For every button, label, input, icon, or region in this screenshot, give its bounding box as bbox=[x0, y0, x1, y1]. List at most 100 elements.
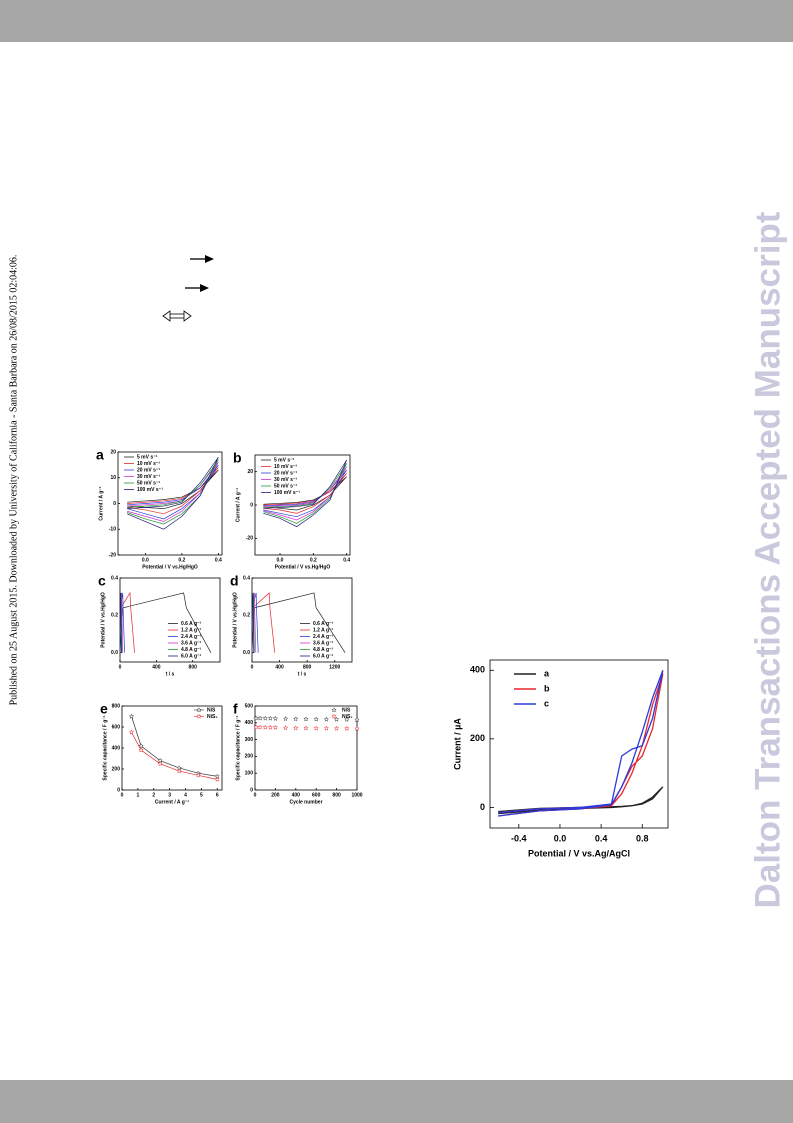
data-point bbox=[303, 716, 309, 722]
series-line bbox=[263, 469, 347, 518]
x-tick-label: 0.2 bbox=[178, 557, 185, 563]
legend-marker bbox=[331, 707, 337, 713]
y-tick-label: 0.2 bbox=[111, 613, 118, 619]
panel-letter: f bbox=[233, 701, 238, 717]
y-tick-label: 0 bbox=[113, 501, 116, 507]
panel-letter: e bbox=[100, 701, 108, 717]
legend-label: 0.6 A g⁻¹ bbox=[181, 621, 202, 627]
x-tick-label: 1200 bbox=[329, 664, 340, 670]
y-tick-label: 100 bbox=[245, 771, 254, 777]
footer-bar bbox=[0, 1080, 793, 1123]
x-tick-label: 1 bbox=[136, 792, 139, 798]
x-tick-label: 400 bbox=[275, 664, 284, 670]
x-tick-label: 600 bbox=[312, 792, 321, 798]
x-tick-label: 6 bbox=[216, 792, 219, 798]
series-line bbox=[131, 716, 218, 777]
panel-letter: b bbox=[233, 450, 242, 466]
data-point bbox=[138, 747, 144, 753]
data-point bbox=[282, 724, 289, 731]
x-tick-label: 800 bbox=[303, 664, 312, 670]
x-tick-label: 0.4 bbox=[215, 557, 222, 563]
x-tick-label: 0.0 bbox=[277, 557, 284, 563]
data-point bbox=[293, 716, 299, 722]
legend-label: 10 mV s⁻¹ bbox=[137, 461, 161, 467]
x-tick-label: 0.8 bbox=[636, 833, 649, 843]
series-line bbox=[119, 592, 122, 653]
data-point bbox=[257, 715, 263, 721]
y-tick-label: 200 bbox=[245, 754, 254, 760]
legend-label: NiS₂ bbox=[207, 714, 218, 720]
y-tick-label: 10 bbox=[110, 475, 116, 481]
y-axis-label: Current / A g⁻¹ bbox=[98, 486, 104, 521]
series-line bbox=[251, 592, 255, 653]
legend-label: 6.0 A g⁻¹ bbox=[313, 653, 334, 659]
x-tick-label: 0 bbox=[254, 792, 257, 798]
data-point bbox=[344, 725, 350, 731]
y-tick-label: 400 bbox=[245, 720, 254, 726]
data-point bbox=[214, 776, 220, 782]
series-line bbox=[127, 464, 219, 520]
y-tick-label: 400 bbox=[470, 665, 485, 675]
y-axis-label: Specific capacitance / F g⁻¹ bbox=[102, 715, 108, 780]
x-axis-label: Potential / V vs.Hg/HgO bbox=[275, 564, 331, 570]
x-tick-label: 400 bbox=[292, 792, 301, 798]
legend-label: c bbox=[544, 698, 549, 708]
y-tick-label: 0.0 bbox=[243, 650, 250, 656]
side-note: Published on 25 August 2015. Downloaded … bbox=[8, 255, 19, 706]
y-tick-label: 20 bbox=[247, 469, 253, 475]
y-tick-label: 0 bbox=[480, 802, 485, 812]
legend-label: 2.4 A g⁻¹ bbox=[313, 634, 334, 640]
y-tick-label: 0 bbox=[117, 787, 120, 793]
x-axis-label: Cycle number bbox=[289, 799, 322, 805]
legend-label: 3.6 A g⁻¹ bbox=[181, 640, 202, 646]
y-tick-label: 300 bbox=[245, 737, 254, 743]
data-point bbox=[293, 725, 299, 731]
legend-label: b bbox=[544, 683, 550, 693]
series-line bbox=[127, 469, 219, 510]
y-axis-label: Potential / V vs.Hg/HgO bbox=[100, 592, 106, 648]
y-tick-label: 0.4 bbox=[243, 575, 250, 581]
legend-marker bbox=[196, 713, 202, 719]
series-line bbox=[263, 459, 347, 528]
x-axis-label: t / s bbox=[298, 671, 307, 677]
data-point bbox=[138, 743, 144, 749]
legend-label: 20 mV s⁻¹ bbox=[137, 467, 161, 473]
x-tick-label: 0 bbox=[119, 664, 122, 670]
x-tick-label: 0 bbox=[121, 792, 124, 798]
y-tick-label: -20 bbox=[109, 552, 116, 558]
x-tick-label: 800 bbox=[189, 664, 198, 670]
y-axis-label: Potential / V vs.Hg/HgO bbox=[232, 592, 238, 648]
chart: 0.0 0.2 0.4 -20 0 20 Potential / V vs.Hg/HgO Cu… bbox=[233, 450, 351, 570]
series-line bbox=[131, 732, 218, 780]
data-point bbox=[333, 716, 340, 722]
data-point bbox=[128, 713, 135, 719]
data-point bbox=[128, 729, 135, 735]
legend-label: 4.8 A g⁻¹ bbox=[181, 647, 202, 653]
chart: 0.0 0.2 0.4 -20 -10 0 10 20 Potential / V vs.Hg/… bbox=[96, 447, 223, 570]
arrows bbox=[162, 255, 214, 322]
x-tick-label: -0.4 bbox=[511, 833, 527, 843]
x-tick-label: 800 bbox=[332, 792, 341, 798]
data-point bbox=[282, 715, 289, 722]
watermark: Dalton Transactions Accepted Manuscript bbox=[748, 211, 787, 908]
data-point bbox=[267, 724, 274, 730]
legend-label: NiS bbox=[207, 707, 216, 713]
legend-label: 30 mV s⁻¹ bbox=[137, 474, 161, 480]
data-point bbox=[344, 716, 350, 722]
legend-label: 4.8 A g⁻¹ bbox=[313, 647, 334, 653]
plot-frame bbox=[254, 705, 358, 791]
legend-label: 50 mV s⁻¹ bbox=[137, 480, 161, 486]
chart: -0.4 0.0 0.4 0.8 0 200 400 Potential / V vs.Ag/… bbox=[452, 659, 669, 858]
series-line bbox=[263, 466, 347, 521]
x-axis-label: Potential / V vs.Ag/AgCl bbox=[528, 848, 630, 858]
series-line bbox=[498, 786, 664, 815]
data-point bbox=[313, 716, 319, 722]
data-point bbox=[262, 715, 268, 721]
x-axis-label: Current / A g⁻¹ bbox=[155, 799, 190, 805]
series-line bbox=[127, 459, 219, 525]
legend-label: 10 mV s⁻¹ bbox=[274, 464, 298, 470]
legend-label: 1.2 A g⁻¹ bbox=[181, 627, 202, 633]
y-tick-label: 0.4 bbox=[111, 575, 118, 581]
chart: 0 400 800 0.0 0.2 0.4 t / s Potential / V vs.Hg… bbox=[98, 573, 221, 677]
x-axis-label: Potential / V vs.Hg/HgO bbox=[142, 564, 198, 570]
